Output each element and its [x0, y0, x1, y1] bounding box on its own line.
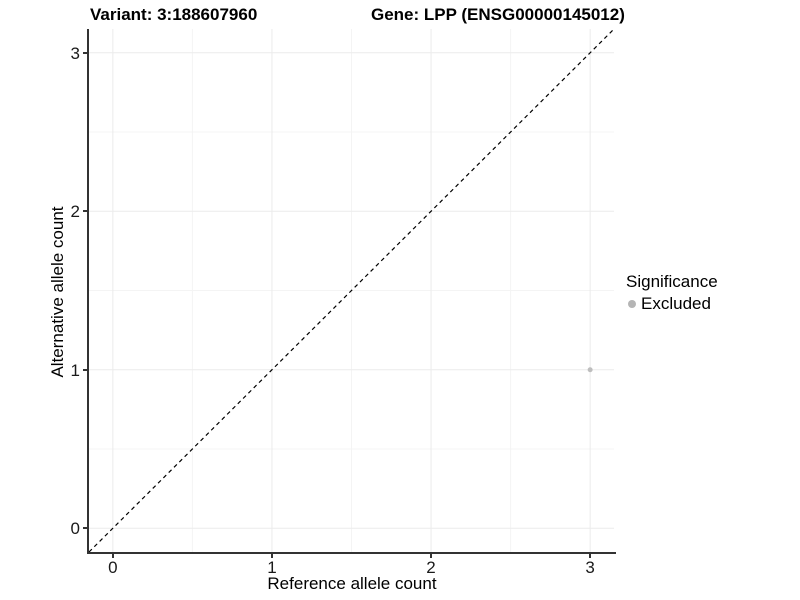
legend-dot-icon [628, 300, 636, 308]
legend: Significance Excluded [626, 272, 718, 314]
data-point [587, 367, 593, 373]
legend-item-excluded: Excluded [628, 294, 718, 314]
x-tick-label: 2 [426, 558, 436, 577]
y-tick-mark [83, 368, 87, 371]
identity-dashed-line [88, 28, 615, 553]
y-tick-label: 1 [70, 360, 80, 380]
y-tick-mark [83, 210, 87, 213]
x-axis-title: Reference allele count [267, 574, 437, 593]
x-axis-line [87, 552, 616, 554]
y-tick-label: 3 [70, 43, 80, 63]
x-tick-label: 1 [267, 558, 277, 577]
x-tick-label: 0 [108, 558, 118, 577]
x-tick-mark [589, 554, 592, 558]
y-tick-label: 2 [70, 202, 80, 222]
legend-title: Significance [626, 272, 718, 291]
x-tick-mark [111, 554, 114, 558]
plot-title-gene: Gene: LPP (ENSG00000145012) [371, 5, 625, 24]
y-axis-line [87, 29, 89, 554]
y-tick-mark [83, 527, 87, 530]
y-tick-label: 0 [70, 519, 80, 539]
y-axis-title: Alternative allele count [48, 206, 67, 378]
plot-title-variant: Variant: 3:188607960 [90, 5, 258, 24]
x-tick-mark [430, 554, 433, 558]
y-tick-mark [83, 51, 87, 54]
legend-item-label: Excluded [641, 294, 711, 313]
x-tick-mark [270, 554, 273, 558]
x-tick-label: 3 [585, 558, 595, 577]
plot-area [88, 28, 615, 553]
